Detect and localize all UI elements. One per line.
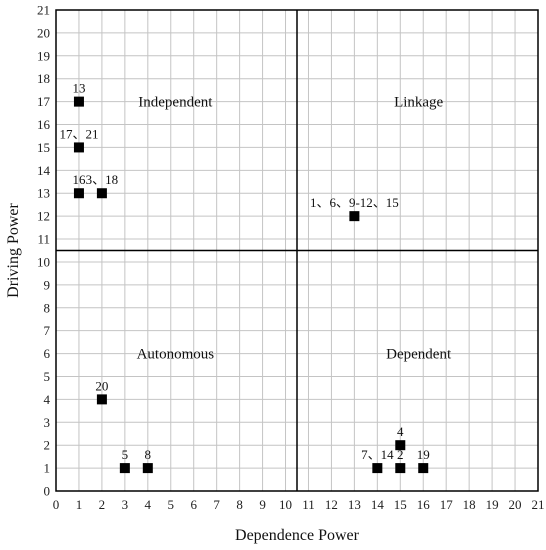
quadrant-label: Autonomous: [137, 347, 215, 363]
data-point-marker: [395, 440, 406, 451]
x-tick-label: 5: [168, 497, 175, 512]
data-point-label: 7、14: [361, 447, 394, 462]
x-tick-label: 15: [394, 497, 407, 512]
x-tick-label: 14: [371, 497, 385, 512]
y-tick-label: 20: [37, 25, 50, 40]
x-tick-label: 12: [325, 497, 338, 512]
y-tick-label: 16: [37, 117, 51, 132]
y-tick-label: 3: [44, 415, 51, 430]
point-labels: 13 17、21 16 3、18 1、6、9-12、15 20 5 8 47、14 2 19: [59, 81, 429, 462]
data-point-marker: [418, 463, 429, 474]
y-tick-label: 17: [37, 94, 51, 109]
x-tick-label: 13: [348, 497, 361, 512]
data-point-label: 4: [397, 424, 404, 439]
x-tick-label: 11: [302, 497, 315, 512]
quadrant-dividers: [56, 10, 538, 491]
x-tick-label: 8: [236, 497, 243, 512]
y-tick-label: 0: [44, 484, 51, 499]
data-point-marker: [119, 463, 130, 474]
y-tick-label: 9: [44, 277, 51, 292]
y-tick-label: 4: [44, 392, 51, 407]
y-tick-label: 7: [44, 323, 51, 338]
x-tick-label: 2: [99, 497, 106, 512]
data-point-label: 13: [72, 81, 85, 96]
data-point-label: 2: [397, 447, 404, 462]
y-tick-label: 15: [37, 140, 50, 155]
x-tick-label: 0: [53, 497, 60, 512]
data-point-label: 5: [122, 447, 129, 462]
quadrant-label: Independent: [138, 95, 213, 111]
data-point-label: 17、21: [59, 126, 98, 141]
x-tick-label: 17: [440, 497, 454, 512]
data-point-label: 16: [72, 172, 86, 187]
x-tick-label: 1: [76, 497, 83, 512]
x-tick-label: 9: [259, 497, 266, 512]
y-tick-label: 6: [44, 346, 51, 361]
x-tick-label: 4: [145, 497, 152, 512]
x-tick-label: 19: [486, 497, 499, 512]
y-tick-label: 5: [44, 369, 51, 384]
x-tick-label: 7: [213, 497, 220, 512]
x-tick-label: 10: [279, 497, 292, 512]
data-point-marker: [142, 463, 153, 474]
quadrant-label: Linkage: [394, 95, 443, 111]
x-tick-labels: 0 1 2 3 4 5 6 7 8 9 10 11 12 13 14 15 16 17 18 19 20 21: [53, 497, 545, 512]
data-point-marker: [96, 188, 107, 199]
data-point-label: 3、18: [86, 172, 119, 187]
y-tick-label: 18: [37, 71, 50, 86]
y-tick-label: 19: [37, 48, 50, 63]
data-point-marker: [73, 96, 84, 107]
y-tick-label: 21: [37, 3, 50, 18]
data-point-label: 8: [145, 447, 152, 462]
data-point-label: 1、6、9-12、15: [310, 195, 399, 210]
y-tick-label: 11: [37, 232, 50, 247]
data-point-marker: [349, 211, 360, 222]
y-tick-label: 13: [37, 186, 50, 201]
data-point-marker: [73, 142, 84, 153]
x-tick-label: 20: [509, 497, 522, 512]
x-tick-label: 18: [463, 497, 476, 512]
data-point-marker: [73, 188, 84, 199]
y-tick-label: 1: [44, 461, 51, 476]
data-point-marker: [372, 463, 383, 474]
y-tick-label: 12: [37, 209, 50, 224]
x-tick-label: 21: [532, 497, 545, 512]
x-tick-label: 6: [190, 497, 197, 512]
x-axis-label: Dependence Power: [235, 527, 360, 544]
quadrant-labels: Independent Linkage Autonomous Dependent: [137, 95, 452, 363]
plot-frame: [55, 9, 539, 492]
data-point-label: 19: [417, 447, 430, 462]
y-axis-label: Driving Power: [5, 203, 22, 298]
data-point-marker: [395, 463, 406, 474]
y-tick-label: 8: [44, 300, 51, 315]
x-tick-label: 16: [417, 497, 431, 512]
x-tick-label: 3: [122, 497, 129, 512]
y-tick-label: 14: [37, 163, 51, 178]
data-point-label: 20: [95, 378, 108, 393]
y-tick-label: 10: [37, 254, 50, 269]
data-point-marker: [96, 394, 107, 405]
y-tick-label: 2: [44, 438, 51, 453]
data-points: [73, 96, 429, 474]
quadrant-label: Dependent: [386, 347, 452, 363]
